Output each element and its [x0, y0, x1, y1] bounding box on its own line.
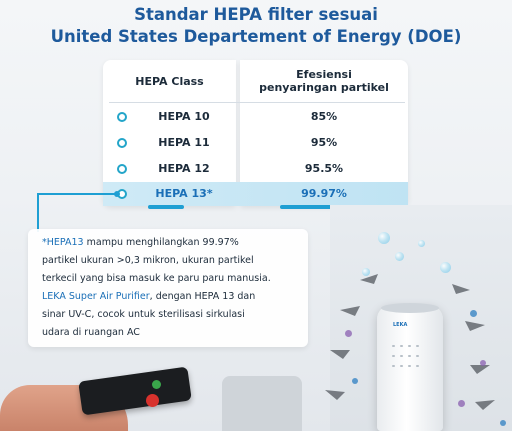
air-bubble: [378, 232, 390, 244]
table-row: HEPA 11 95%: [103, 130, 408, 156]
title-line-1: Standar HEPA filter sesuai: [134, 5, 378, 24]
purifier-vent: [416, 365, 419, 367]
highlight-underline-class: [148, 205, 184, 209]
bullet-icon: [117, 112, 127, 122]
header-divider: [109, 102, 405, 103]
row-efficiency: 85%: [310, 110, 338, 123]
info-text: mampu menghilangkan 99.97%: [83, 237, 239, 248]
table-row: HEPA 12 95.5%: [103, 156, 408, 182]
table-row: HEPA 10 85%: [103, 104, 408, 130]
air-bubble: [395, 252, 404, 261]
dust-particle: [458, 400, 465, 407]
highlight-underline-efficiency: [280, 205, 352, 209]
purifier-vent: [392, 355, 395, 357]
purifier-vent: [416, 355, 419, 357]
info-line: udara di ruangan AC: [42, 327, 140, 338]
hepa13-highlight: *HEPA13: [42, 237, 84, 248]
air-purifier: [377, 305, 443, 431]
title-line-2: United States Departement of Energy (DOE…: [50, 27, 462, 46]
air-bubble: [440, 262, 451, 273]
purifier-vent: [392, 345, 395, 347]
header-efficiency-line-1: Efesiensi: [296, 68, 352, 81]
chair: [222, 376, 302, 431]
purifier-vent: [400, 365, 403, 367]
purifier-vent: [408, 355, 411, 357]
row-efficiency: 99.97%: [301, 187, 347, 200]
dust-particle: [352, 378, 358, 384]
purifier-vent: [392, 365, 395, 367]
air-bubble: [418, 240, 425, 247]
air-bubble: [362, 268, 370, 276]
dust-particle: [480, 360, 486, 366]
efficiency-column: [240, 60, 408, 206]
info-line: LEKA Super Air Purifier, dengan HEPA 13 …: [42, 288, 302, 306]
header-efficiency: Efesiensi penyaringan partikel: [240, 60, 408, 102]
purifier-vent: [400, 355, 403, 357]
dust-particle: [470, 310, 477, 317]
row-efficiency: 95.5%: [304, 162, 344, 175]
info-text: , dengan HEPA 13 dan: [149, 291, 256, 302]
table-row-highlighted: HEPA 13* 99.97%: [103, 182, 408, 206]
header-hepa-class: HEPA Class: [135, 74, 204, 88]
purifier-logo: LEKA: [393, 322, 408, 328]
purifier-vent: [400, 345, 403, 347]
info-line: *HEPA13 mampu menghilangkan 99.97%: [42, 234, 302, 252]
info-line: sinar UV-C, cocok untuk sterilisasi sirk…: [42, 309, 245, 320]
dust-particle: [345, 330, 352, 337]
bullet-icon: [117, 164, 127, 174]
info-line: partikel ukuran >0,3 mikron, ukuran part…: [42, 255, 254, 266]
row-class: HEPA 13*: [155, 187, 213, 200]
dust-particle: [500, 420, 506, 426]
hepa-table: HEPA Class Efesiensi penyaringan partike…: [103, 60, 408, 206]
purifier-vent: [408, 345, 411, 347]
product-name-highlight: LEKA Super Air Purifier: [42, 291, 150, 302]
page-title: Standar HEPA filter sesuai United States…: [0, 4, 512, 48]
row-class: HEPA 11: [158, 136, 210, 149]
green-button-icon: [152, 380, 161, 389]
info-card: *HEPA13 mampu menghilangkan 99.97% parti…: [28, 229, 308, 347]
header-efficiency-line-2: penyaringan partikel: [259, 81, 389, 94]
airflow-arrows: [325, 274, 495, 410]
power-button-icon: [146, 394, 159, 407]
row-class: HEPA 12: [158, 162, 210, 175]
row-class: HEPA 10: [158, 110, 210, 123]
bullet-icon: [117, 138, 127, 148]
purifier-top: [381, 303, 439, 313]
purifier-vent: [416, 345, 419, 347]
purifier-vent: [408, 365, 411, 367]
info-line: terkecil yang bisa masuk ke paru paru ma…: [42, 273, 271, 284]
hepa-class-column: [103, 60, 236, 206]
row-efficiency: 95%: [310, 136, 338, 149]
